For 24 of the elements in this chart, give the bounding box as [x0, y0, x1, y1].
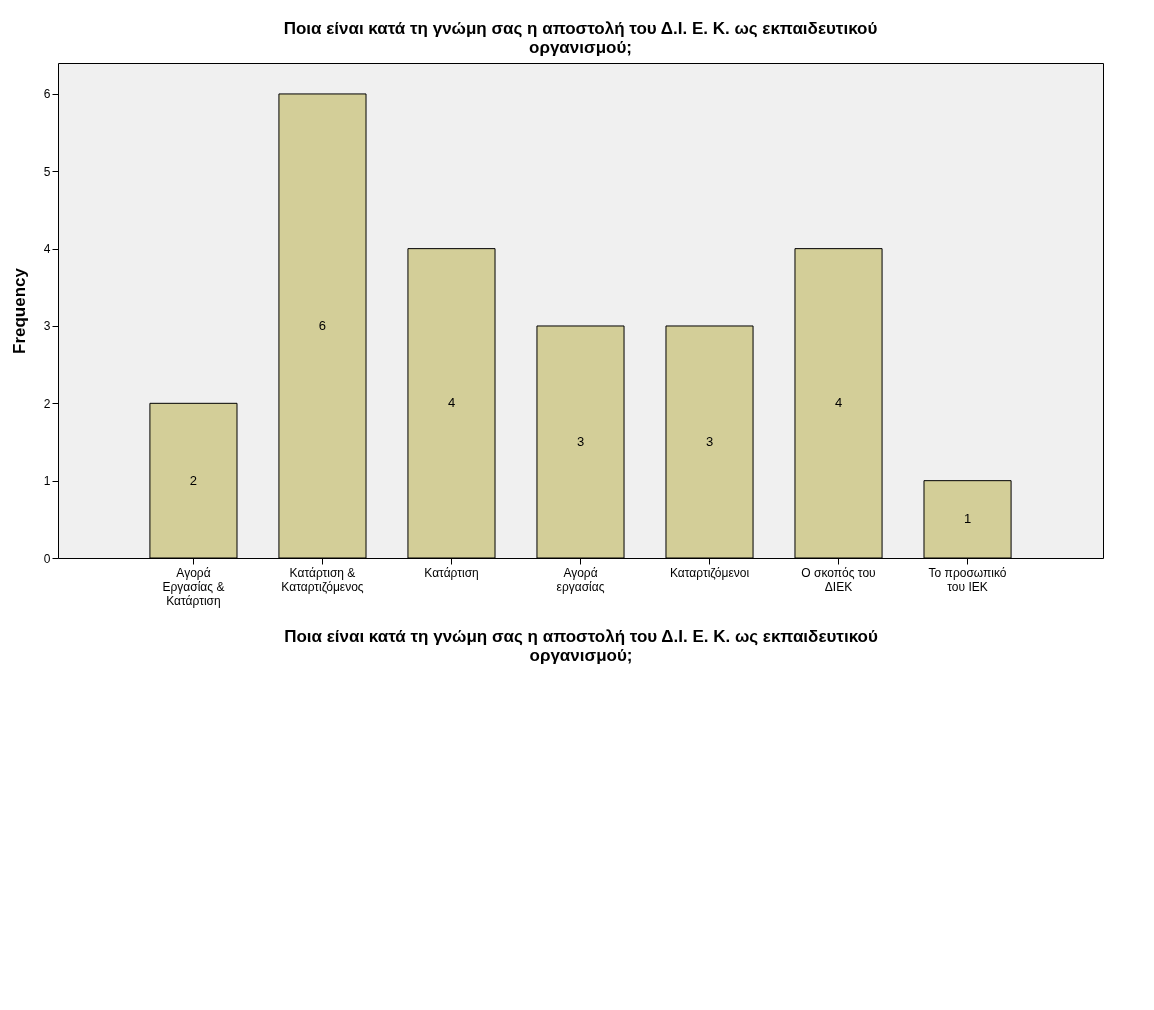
y-tick-label: 4: [43, 242, 51, 257]
data-label: 3: [705, 433, 714, 449]
y-tick-label: 0: [43, 551, 51, 566]
y-tick-label: 5: [43, 164, 51, 179]
y-tick-label: 2: [43, 396, 51, 411]
data-label: 6: [318, 317, 327, 333]
data-label: 1: [963, 511, 972, 527]
data-label: 4: [834, 395, 843, 411]
data-label: 3: [576, 433, 585, 449]
x-tick-label: Ο σκοπός του ΔΙΕΚ: [801, 565, 876, 594]
y-tick-label: 3: [43, 319, 51, 334]
x-tick-label: Κατάρτιση & Καταρτιζόμενος: [281, 565, 364, 594]
chart-title: Ποια είναι κατά τη γνώμη σας η αποστολή του Δ.Ι. Ε. Κ. ως εκπαιδευτικού οργανισμού;: [283, 19, 878, 57]
x-tick-label: Κατάρτιση: [424, 565, 479, 580]
x-tick-label: Καταρτιζόμενοι: [669, 565, 750, 580]
x-axis-title: Ποια είναι κατά τη γνώμη σας η αποστολή του Δ.Ι. Ε. Κ. ως εκπαιδευτικού οργανισμού;: [284, 626, 878, 665]
data-label: 2: [189, 472, 198, 488]
data-label: 4: [447, 395, 456, 411]
y-tick-label: 6: [43, 87, 51, 102]
y-axis-title: Frequency: [9, 267, 29, 354]
x-tick-label: Το προσωπικό του ΙΕΚ: [928, 565, 1007, 594]
y-tick-label: 1: [43, 474, 51, 489]
x-tick-label: Αγορά εργασίας: [556, 565, 605, 594]
x-tick-label: Αγορά Εργασίας & Κατάρτιση: [162, 565, 225, 608]
